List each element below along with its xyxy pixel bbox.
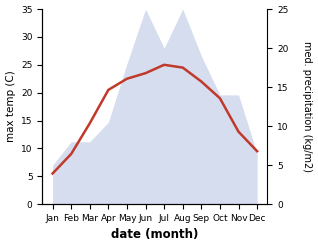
Y-axis label: med. precipitation (kg/m2): med. precipitation (kg/m2): [302, 41, 313, 172]
Y-axis label: max temp (C): max temp (C): [5, 71, 16, 143]
X-axis label: date (month): date (month): [111, 228, 198, 242]
